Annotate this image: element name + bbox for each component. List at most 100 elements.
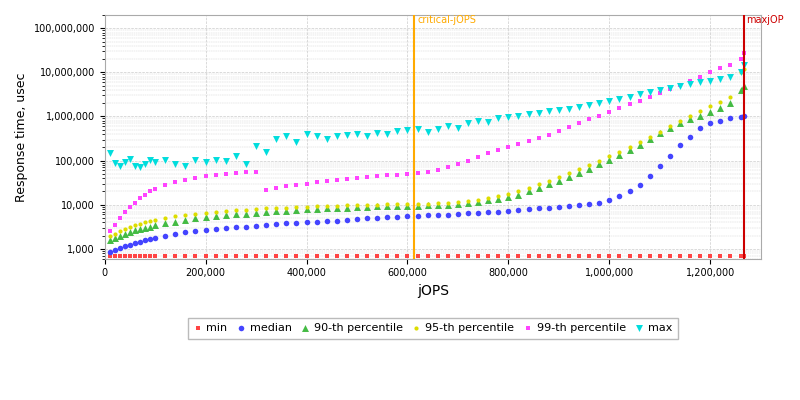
- 90-th percentile: [103, 236, 116, 243]
- 90-th percentile: [260, 209, 273, 215]
- 99-th percentile: [704, 69, 717, 76]
- 95-th percentile: [401, 201, 414, 207]
- 90-th percentile: [422, 202, 434, 209]
- min: [219, 252, 232, 259]
- 99-th percentile: [230, 170, 242, 176]
- median: [179, 229, 192, 236]
- median: [603, 196, 616, 203]
- min: [118, 252, 131, 259]
- 95-th percentile: [522, 185, 535, 191]
- 95-th percentile: [734, 69, 747, 76]
- 90-th percentile: [502, 194, 514, 200]
- max: [643, 89, 656, 95]
- 99-th percentile: [654, 90, 666, 96]
- median: [411, 212, 424, 219]
- 99-th percentile: [381, 172, 394, 179]
- max: [411, 126, 424, 132]
- 95-th percentile: [210, 208, 222, 215]
- 95-th percentile: [370, 201, 383, 208]
- min: [341, 252, 354, 259]
- max: [239, 160, 252, 167]
- 90-th percentile: [149, 222, 162, 228]
- 99-th percentile: [250, 168, 262, 175]
- 90-th percentile: [370, 203, 383, 210]
- max: [512, 113, 525, 120]
- 99-th percentile: [522, 138, 535, 144]
- max: [320, 136, 333, 142]
- min: [320, 252, 333, 259]
- 99-th percentile: [280, 183, 293, 190]
- 95-th percentile: [654, 128, 666, 135]
- 90-th percentile: [553, 178, 566, 184]
- 99-th percentile: [502, 144, 514, 150]
- min: [694, 252, 706, 259]
- 95-th percentile: [391, 201, 404, 208]
- 99-th percentile: [260, 186, 273, 193]
- min: [734, 252, 747, 259]
- min: [613, 252, 626, 259]
- 95-th percentile: [613, 149, 626, 155]
- median: [694, 125, 706, 131]
- 95-th percentile: [330, 202, 343, 209]
- median: [210, 226, 222, 232]
- median: [643, 173, 656, 179]
- 95-th percentile: [462, 198, 474, 204]
- min: [149, 252, 162, 259]
- min: [422, 252, 434, 259]
- 90-th percentile: [114, 232, 126, 239]
- min: [103, 252, 116, 259]
- 90-th percentile: [391, 203, 404, 209]
- 95-th percentile: [361, 202, 374, 208]
- min: [623, 252, 636, 259]
- median: [542, 204, 555, 211]
- 95-th percentile: [114, 228, 126, 234]
- min: [704, 252, 717, 259]
- 90-th percentile: [199, 214, 212, 220]
- 90-th percentile: [219, 212, 232, 218]
- 95-th percentile: [714, 99, 726, 106]
- max: [623, 94, 636, 100]
- 99-th percentile: [663, 86, 676, 92]
- median: [350, 216, 363, 222]
- min: [573, 252, 586, 259]
- max: [422, 129, 434, 136]
- min: [603, 252, 616, 259]
- 95-th percentile: [724, 94, 737, 101]
- median: [442, 212, 454, 218]
- max: [134, 164, 146, 171]
- 99-th percentile: [239, 169, 252, 176]
- 90-th percentile: [134, 226, 146, 232]
- 99-th percentile: [159, 182, 172, 188]
- max: [431, 126, 444, 132]
- 95-th percentile: [674, 118, 686, 124]
- 90-th percentile: [472, 198, 485, 205]
- max: [663, 84, 676, 91]
- min: [492, 252, 505, 259]
- max: [341, 131, 354, 138]
- 99-th percentile: [300, 180, 313, 187]
- median: [472, 210, 485, 216]
- max: [684, 80, 697, 87]
- 95-th percentile: [431, 200, 444, 206]
- median: [714, 118, 726, 124]
- max: [330, 133, 343, 139]
- max: [381, 130, 394, 137]
- min: [674, 252, 686, 259]
- 99-th percentile: [482, 150, 494, 157]
- max: [300, 130, 313, 137]
- 90-th percentile: [381, 203, 394, 210]
- min: [593, 252, 606, 259]
- median: [149, 235, 162, 241]
- 99-th percentile: [623, 101, 636, 107]
- max: [391, 128, 404, 134]
- 99-th percentile: [582, 116, 595, 122]
- min: [260, 252, 273, 259]
- 90-th percentile: [169, 218, 182, 225]
- 99-th percentile: [199, 173, 212, 180]
- median: [704, 120, 717, 126]
- median: [734, 114, 747, 121]
- max: [179, 163, 192, 169]
- 99-th percentile: [512, 141, 525, 148]
- median: [138, 237, 151, 244]
- min: [189, 252, 202, 259]
